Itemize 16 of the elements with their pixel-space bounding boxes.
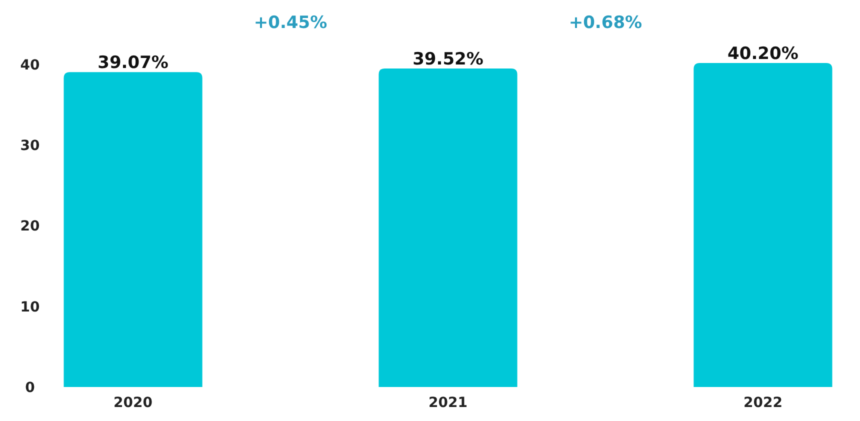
- x-tick-label: 2022: [743, 395, 782, 411]
- bar: [694, 63, 832, 387]
- y-tick-label: 10: [20, 299, 40, 316]
- y-tick-label: 40: [20, 58, 40, 74]
- data-label: 40.20%: [728, 44, 798, 64]
- bar: [64, 72, 202, 387]
- x-tick-label: 2020: [114, 395, 153, 411]
- data-label: 39.52%: [412, 49, 484, 70]
- bar: [378, 68, 518, 387]
- y-tick-label: 20: [20, 218, 40, 235]
- x-tick-label: 2021: [428, 395, 468, 411]
- y-tick-label: 0: [25, 380, 36, 396]
- text: +0.45%: [254, 13, 328, 33]
- y-tick-label: 30: [20, 138, 40, 154]
- text: +0.68%: [568, 13, 642, 33]
- data-label: 39.07%: [98, 53, 168, 74]
